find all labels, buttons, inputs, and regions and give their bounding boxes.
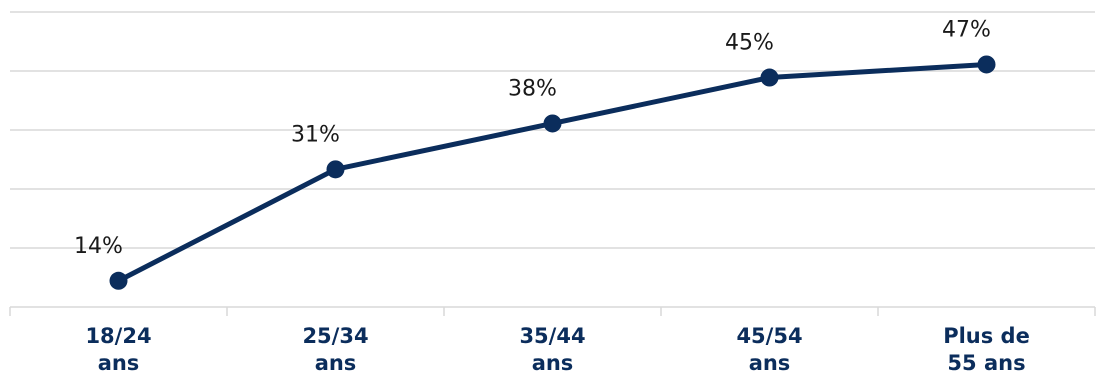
data-point-0 [109, 271, 128, 290]
x-tick-label-4: Plus de 55 ans [943, 324, 1030, 375]
x-tick-label-2: 35/44 ans [519, 324, 585, 375]
x-tick-labels: 18/24 ans 25/34 ans 35/44 ans 45/54 ans Plus de 5… [85, 324, 1029, 375]
x-tick-label-line: 55 ans [947, 351, 1025, 375]
x-tick-label-line: ans [532, 351, 574, 375]
x-tick-label-line: 18/24 [85, 324, 151, 348]
x-tick-label-0: 18/24 ans [85, 324, 151, 375]
x-tick-label-3: 45/54 ans [736, 324, 802, 375]
x-tick-label-line: 35/44 [519, 324, 585, 348]
x-tick-label-line: 45/54 [736, 324, 802, 348]
data-point-3 [760, 68, 779, 87]
data-point-2 [543, 114, 562, 133]
data-point-4 [977, 55, 996, 74]
data-label-3: 45% [725, 31, 774, 56]
data-labels: 14% 31% 38% 45% 47% [74, 17, 991, 258]
data-label-2: 38% [508, 76, 557, 101]
data-label-0: 14% [74, 234, 123, 259]
data-label-1: 31% [291, 122, 340, 147]
x-tick-label-line: Plus de [943, 324, 1030, 348]
data-point-1 [326, 160, 345, 179]
x-axis [9, 306, 1096, 316]
x-tick-label-1: 25/34 ans [302, 324, 368, 375]
x-tick-label-line: 25/34 [302, 324, 368, 348]
data-points [109, 55, 996, 290]
x-tick-label-line: ans [749, 351, 791, 375]
data-label-4: 47% [942, 17, 991, 42]
x-tick-label-line: ans [315, 351, 357, 375]
x-tick-label-line: ans [98, 351, 140, 375]
